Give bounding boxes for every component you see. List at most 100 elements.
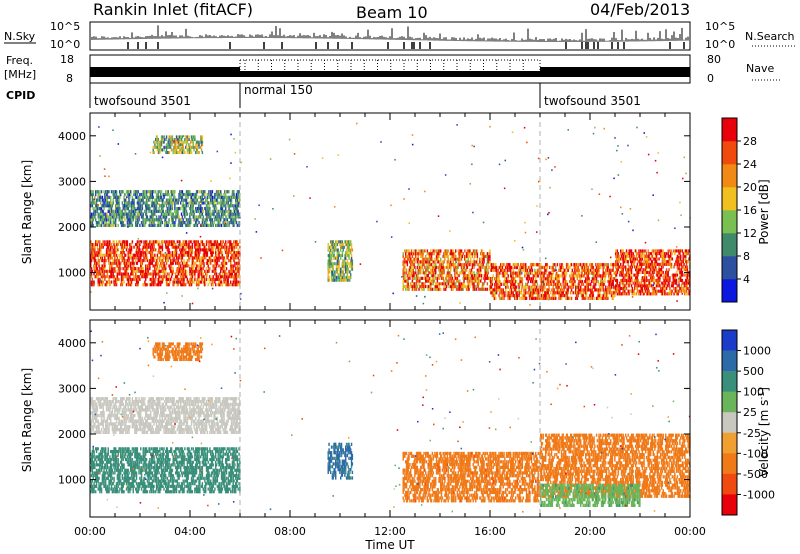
heatmap-cell xyxy=(199,259,201,263)
heatmap-cell xyxy=(101,272,104,276)
heatmap-cell xyxy=(153,190,155,194)
heatmap-cell xyxy=(129,242,131,247)
heatmap-cell xyxy=(203,280,205,284)
heatmap-cell xyxy=(492,288,494,292)
heatmap-cell xyxy=(506,291,509,295)
heatmap-cell xyxy=(151,215,154,219)
heatmap-cell xyxy=(130,223,132,228)
heatmap-cell xyxy=(349,264,351,269)
heatmap-cell xyxy=(115,275,118,279)
heatmap-cell xyxy=(230,198,232,202)
heatmap-cell xyxy=(500,296,503,300)
heatmap-cell xyxy=(498,282,500,286)
heatmap-cell xyxy=(509,293,511,298)
heatmap-cell xyxy=(447,254,449,259)
heatmap-cell xyxy=(235,201,238,205)
heatmap-cell xyxy=(211,277,214,281)
heatmap-cell xyxy=(515,296,518,300)
heatmap-cell xyxy=(175,145,177,149)
heatmap-cell xyxy=(476,268,479,272)
station-title: Rankin Inlet (fitACF) xyxy=(93,0,253,19)
heatmap-cell xyxy=(175,275,177,279)
heatmap-cell xyxy=(230,259,233,263)
heatmap-cell xyxy=(480,257,482,261)
heatmap-cell xyxy=(142,212,144,216)
heatmap-cell xyxy=(437,254,439,259)
heatmap-cell xyxy=(101,195,104,199)
heatmap-cell xyxy=(160,204,163,208)
heatmap-cell xyxy=(411,263,414,267)
heatmap-cell xyxy=(225,277,228,281)
heatmap-cell xyxy=(166,245,169,249)
heatmap-cell xyxy=(97,277,99,281)
heatmap-cell xyxy=(435,284,437,289)
heatmap-cell xyxy=(167,220,169,225)
heatmap-cell xyxy=(90,204,92,208)
heatmap-cell xyxy=(126,242,129,247)
heatmap-cell xyxy=(489,284,491,289)
heatmap-cell xyxy=(457,263,459,267)
heatmap-cell xyxy=(403,268,405,272)
heatmap-cell xyxy=(483,252,485,256)
heatmap-cell xyxy=(213,259,215,263)
heatmap-cell xyxy=(176,215,179,219)
heatmap-cell xyxy=(404,279,406,283)
heatmap-cell xyxy=(502,268,504,272)
heatmap-cell xyxy=(464,249,466,253)
heatmap-cell xyxy=(210,240,212,244)
heatmap-cell xyxy=(330,278,333,282)
heatmap-cell xyxy=(172,280,174,284)
heatmap-cell xyxy=(413,257,415,261)
heatmap-cell xyxy=(180,220,183,225)
heatmap-cell xyxy=(154,280,156,284)
heatmap-cell xyxy=(175,209,177,213)
heatmap-cell xyxy=(142,201,144,205)
heatmap-cell xyxy=(120,209,122,213)
heatmap-cell xyxy=(132,201,134,205)
heatmap-cell xyxy=(209,201,211,205)
heatmap-cell xyxy=(201,256,204,260)
heatmap-cell xyxy=(426,268,429,272)
heatmap-cell xyxy=(99,195,101,199)
heatmap-cell xyxy=(157,223,159,228)
heatmap-cell xyxy=(336,251,339,255)
heatmap-cell xyxy=(430,249,432,253)
heatmap-cell xyxy=(421,252,424,256)
heatmap-cell xyxy=(456,279,459,283)
heatmap-cell xyxy=(226,223,229,228)
heatmap-cell xyxy=(405,254,407,259)
heatmap-cell xyxy=(237,264,239,268)
heatmap-cell xyxy=(425,279,428,283)
heatmap-cell xyxy=(502,293,504,298)
heatmap-cell xyxy=(230,201,233,205)
heatmap-cell xyxy=(218,220,220,225)
heatmap-cell xyxy=(110,275,112,279)
heatmap-cell xyxy=(336,270,339,274)
heatmap-cell xyxy=(237,248,239,252)
heatmap-cell xyxy=(223,269,225,273)
heatmap-cell xyxy=(216,192,219,197)
heatmap-cell xyxy=(184,206,186,211)
heatmap-cell xyxy=(229,198,231,202)
heatmap-cell xyxy=(236,275,239,279)
heatmap-cell xyxy=(134,267,136,271)
heatmap-cell xyxy=(198,201,200,205)
heatmap-cell xyxy=(346,264,349,269)
heatmap-cell xyxy=(468,271,470,275)
heatmap-cell xyxy=(510,274,512,278)
heatmap-cell xyxy=(112,240,114,244)
heatmap-cell xyxy=(428,254,430,259)
heatmap-cell xyxy=(216,223,219,228)
heatmap-cell xyxy=(158,280,160,284)
heatmap-cell xyxy=(445,249,447,253)
heatmap-cell xyxy=(97,272,99,276)
heatmap-cell xyxy=(434,284,436,289)
heatmap-cell xyxy=(104,242,106,247)
heatmap-cell xyxy=(160,148,163,152)
freq-tick-top: 18 xyxy=(60,53,74,66)
heatmap-cell xyxy=(151,242,154,247)
heatmap-cell xyxy=(147,206,149,211)
heatmap-cell xyxy=(201,269,204,273)
heatmap-cell xyxy=(161,277,164,281)
heatmap-cell xyxy=(153,206,155,211)
